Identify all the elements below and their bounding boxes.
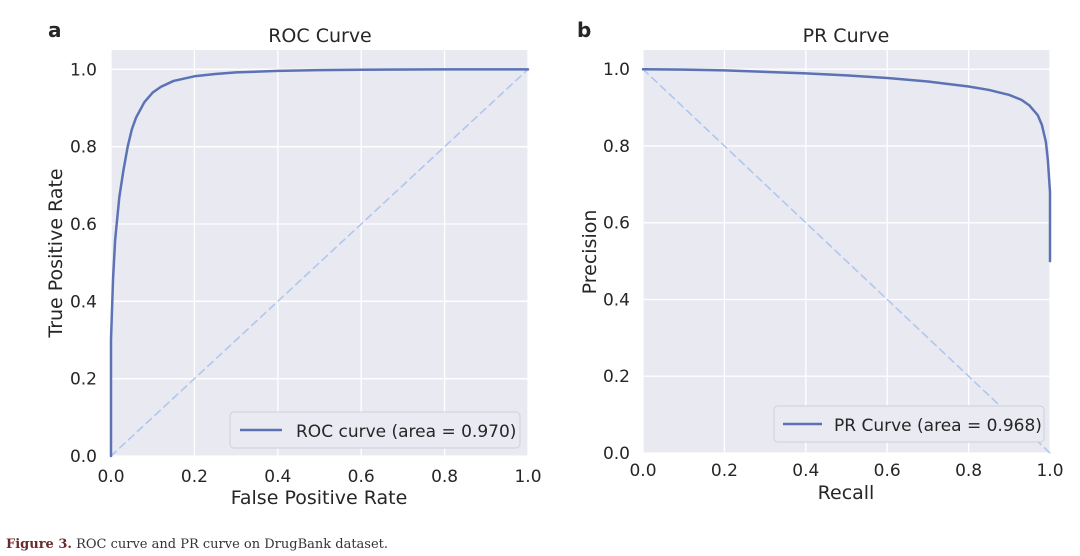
pr-y-ticks: 0.0 0.2 0.4 0.6 0.8 1.0: [603, 60, 630, 464]
roc-x-tick-label: 0.8: [431, 467, 458, 487]
roc-y-tick-label: 0.2: [70, 370, 97, 390]
pr-x-tick-label: 1.0: [1036, 461, 1063, 481]
roc-diagonal-line: [110, 68, 529, 457]
roc-curve-line: [109, 68, 530, 458]
pr-x-tick-label: 0.6: [874, 461, 901, 481]
panel-letter-b: b: [577, 18, 591, 42]
pr-x-axis-label: Recall: [818, 482, 875, 504]
pr-plot-area: [643, 50, 1050, 453]
roc-legend-box: [229, 411, 521, 449]
figure: a ROC Curve 0.0 0.2 0.4 0.6 0.8 1.0 0.0 0.2 0.4…: [45, 18, 1064, 509]
roc-x-tick-label: 0.6: [348, 467, 375, 487]
pr-legend: PR Curve (area = 0.968): [773, 405, 1045, 443]
pr-x-tick-label: 0.0: [629, 461, 656, 481]
roc-x-ticks: 0.0 0.2 0.4 0.6 0.8 1.0: [97, 467, 541, 487]
pr-x-tick-label: 0.4: [792, 461, 819, 481]
roc-y-axis-label: True Positive Rate: [45, 168, 67, 338]
roc-plot-area: [111, 50, 528, 456]
roc-legend-label: ROC curve (area = 0.970): [296, 422, 516, 442]
pr-panel: b PR Curve 0.0 0.2 0.4 0.6 0.8 1.0 0.00.20.40…: [577, 18, 1064, 504]
roc-x-tick-label: 0.2: [181, 467, 208, 487]
pr-y-tick-label: 0.2: [603, 367, 630, 387]
pr-y-tick-label: 0.8: [603, 137, 630, 157]
pr-x-tick-label: 0.2: [711, 461, 738, 481]
roc-x-axis-label: False Positive Rate: [231, 487, 408, 509]
roc-y-tick-label: 0.0: [70, 447, 97, 467]
roc-y-ticks: 0.0 0.2 0.4 0.6 0.8 1.0: [70, 60, 97, 467]
pr-legend-label: PR Curve (area = 0.968): [834, 416, 1042, 436]
roc-y-tick-label: 0.8: [70, 138, 97, 158]
roc-y-tick-label: 0.6: [70, 215, 97, 235]
roc-chart-title: ROC Curve: [268, 25, 372, 47]
pr-y-tick-label: 0.4: [603, 290, 630, 310]
caption-label: Figure 3.: [6, 537, 72, 552]
panel-letter-a: a: [48, 18, 62, 42]
caption-text: ROC curve and PR curve on DrugBank datas…: [71, 537, 389, 552]
roc-panel: a ROC Curve 0.0 0.2 0.4 0.6 0.8 1.0 0.0 0.2 0.4…: [45, 18, 542, 509]
pr-x-ticks: 0.0 0.2 0.4 0.6 0.8 1.0: [629, 461, 1063, 481]
pr-y-tick-label: 0.0: [603, 444, 630, 464]
roc-series: [109, 68, 530, 458]
roc-x-tick-label: 1.0: [514, 467, 541, 487]
pr-x-tick-label: 0.8: [955, 461, 982, 481]
figure-caption: Figure 3. ROC curve and PR curve on Drug…: [6, 537, 388, 552]
pr-series: [641, 67, 1052, 454]
pr-y-tick-label: 0.6: [603, 214, 630, 234]
pr-chart-title: PR Curve: [803, 25, 890, 47]
roc-x-tick-label: 0.4: [264, 467, 291, 487]
pr-curve-line: [641, 67, 1052, 263]
pr-y-tick-label: 1.0: [603, 60, 630, 80]
roc-y-tick-label: 1.0: [70, 60, 97, 80]
roc-legend: ROC curve (area = 0.970): [229, 411, 521, 449]
pr-diagonal-line: [642, 68, 1051, 454]
roc-y-tick-label: 0.4: [70, 292, 97, 312]
roc-grid: [110, 50, 529, 457]
pr-legend-box: [773, 405, 1045, 443]
roc-x-tick-label: 0.0: [97, 467, 124, 487]
pr-y-axis-label: Precision: [579, 210, 601, 295]
